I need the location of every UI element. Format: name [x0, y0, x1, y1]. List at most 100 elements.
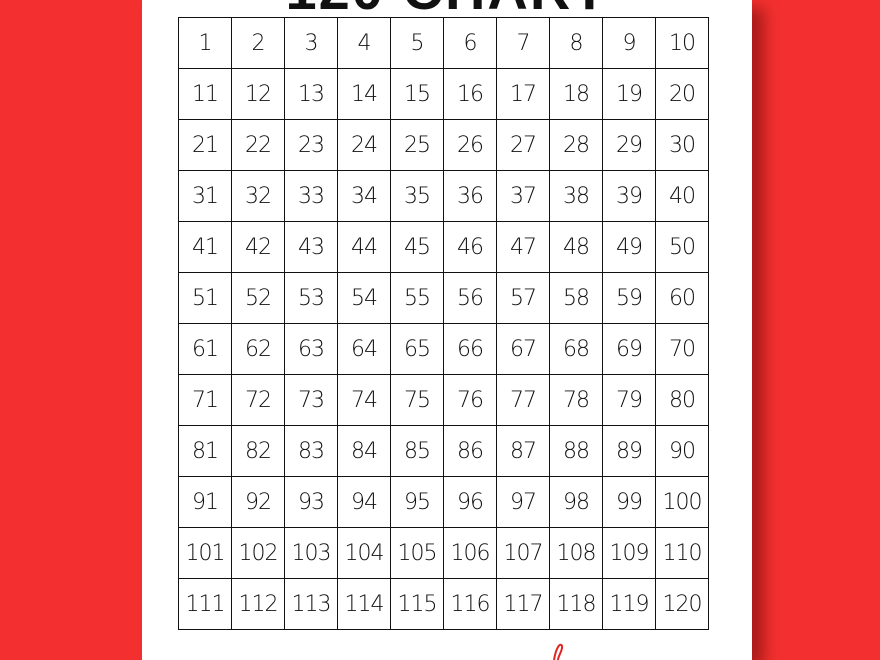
- grid-cell: 9: [602, 17, 656, 69]
- grid-cell: 103: [284, 527, 338, 579]
- grid-cell: 18: [549, 68, 603, 120]
- grid-cell: 109: [602, 527, 656, 579]
- grid-cell: 59: [602, 272, 656, 324]
- grid-cell: 14: [337, 68, 391, 120]
- grid-cell: 60: [655, 272, 709, 324]
- grid-cell: 13: [284, 68, 338, 120]
- grid-cell: 118: [549, 578, 603, 630]
- grid-cell: 37: [496, 170, 550, 222]
- grid-cell: 92: [231, 476, 285, 528]
- grid-cell: 42: [231, 221, 285, 273]
- grid-cell: 115: [390, 578, 444, 630]
- grid-cell: 12: [231, 68, 285, 120]
- grid-cell: 106: [443, 527, 497, 579]
- grid-cell: 39: [602, 170, 656, 222]
- grid-cell: 33: [284, 170, 338, 222]
- grid-cell: 77: [496, 374, 550, 426]
- grid-cell: 57: [496, 272, 550, 324]
- grid-cell: 94: [337, 476, 391, 528]
- grid-cell: 104: [337, 527, 391, 579]
- grid-cell: 48: [549, 221, 603, 273]
- grid-cell: 91: [178, 476, 232, 528]
- grid-cell: 93: [284, 476, 338, 528]
- grid-cell: 32: [231, 170, 285, 222]
- grid-cell: 52: [231, 272, 285, 324]
- grid-cell: 3: [284, 17, 338, 69]
- grid-cell: 15: [390, 68, 444, 120]
- grid-cell: 81: [178, 425, 232, 477]
- grid-cell: 6: [443, 17, 497, 69]
- grid-cell: 35: [390, 170, 444, 222]
- grid-cell: 105: [390, 527, 444, 579]
- grid-cell: 116: [443, 578, 497, 630]
- grid-cell: 20: [655, 68, 709, 120]
- grid-cell: 84: [337, 425, 391, 477]
- grid-cell: 11: [178, 68, 232, 120]
- grid-cell: 110: [655, 527, 709, 579]
- grid-row: 81 82 83 84 85 86 87 88 89 90: [178, 425, 709, 477]
- grid-row: 71 72 73 74 75 76 77 78 79 80: [178, 374, 709, 426]
- grid-cell: 75: [390, 374, 444, 426]
- grid-cell: 107: [496, 527, 550, 579]
- grid-cell: 98: [549, 476, 603, 528]
- grid-cell: 80: [655, 374, 709, 426]
- grid-cell: 113: [284, 578, 338, 630]
- grid-cell: 22: [231, 119, 285, 171]
- grid-cell: 96: [443, 476, 497, 528]
- grid-cell: 58: [549, 272, 603, 324]
- grid-cell: 99: [602, 476, 656, 528]
- grid-cell: 27: [496, 119, 550, 171]
- grid-row: 31 32 33 34 35 36 37 38 39 40: [178, 170, 709, 222]
- grid-cell: 73: [284, 374, 338, 426]
- grid-cell: 90: [655, 425, 709, 477]
- grid-cell: 62: [231, 323, 285, 375]
- grid-cell: 55: [390, 272, 444, 324]
- grid-cell: 44: [337, 221, 391, 273]
- grid-cell: 95: [390, 476, 444, 528]
- grid-row: 21 22 23 24 25 26 27 28 29 30: [178, 119, 709, 171]
- grid-cell: 25: [390, 119, 444, 171]
- grid-cell: 56: [443, 272, 497, 324]
- grid-cell: 49: [602, 221, 656, 273]
- grid-cell: 24: [337, 119, 391, 171]
- grid-cell: 19: [602, 68, 656, 120]
- grid-cell: 54: [337, 272, 391, 324]
- grid-cell: 86: [443, 425, 497, 477]
- grid-cell: 108: [549, 527, 603, 579]
- grid-row: 51 52 53 54 55 56 57 58 59 60: [178, 272, 709, 324]
- grid-cell: 7: [496, 17, 550, 69]
- grid-row: 1 2 3 4 5 6 7 8 9 10: [178, 17, 709, 69]
- grid-cell: 72: [231, 374, 285, 426]
- grid-cell: 17: [496, 68, 550, 120]
- grid-cell: 71: [178, 374, 232, 426]
- grid-cell: 66: [443, 323, 497, 375]
- grid-row: 41 42 43 44 45 46 47 48 49 50: [178, 221, 709, 273]
- grid-cell: 87: [496, 425, 550, 477]
- grid-row: 91 92 93 94 95 96 97 98 99 100: [178, 476, 709, 528]
- grid-cell: 69: [602, 323, 656, 375]
- grid-cell: 16: [443, 68, 497, 120]
- grid-cell: 88: [549, 425, 603, 477]
- grid-cell: 97: [496, 476, 550, 528]
- grid-row: 111 112 113 114 115 116 117 118 119 120: [178, 578, 709, 630]
- logo-squiggle: [553, 643, 564, 660]
- grid-cell: 34: [337, 170, 391, 222]
- grid-cell: 85: [390, 425, 444, 477]
- grid-cell: 4: [337, 17, 391, 69]
- grid-cell: 30: [655, 119, 709, 171]
- grid-cell: 28: [549, 119, 603, 171]
- grid-cell: 8: [549, 17, 603, 69]
- grid-cell: 36: [443, 170, 497, 222]
- grid-cell: 47: [496, 221, 550, 273]
- grid-cell: 79: [602, 374, 656, 426]
- grid-cell: 53: [284, 272, 338, 324]
- grid-cell: 70: [655, 323, 709, 375]
- grid-cell: 64: [337, 323, 391, 375]
- grid-cell: 102: [231, 527, 285, 579]
- grid-cell: 112: [231, 578, 285, 630]
- grid-cell: 50: [655, 221, 709, 273]
- grid-cell: 41: [178, 221, 232, 273]
- grid-cell: 40: [655, 170, 709, 222]
- grid-cell: 1: [178, 17, 232, 69]
